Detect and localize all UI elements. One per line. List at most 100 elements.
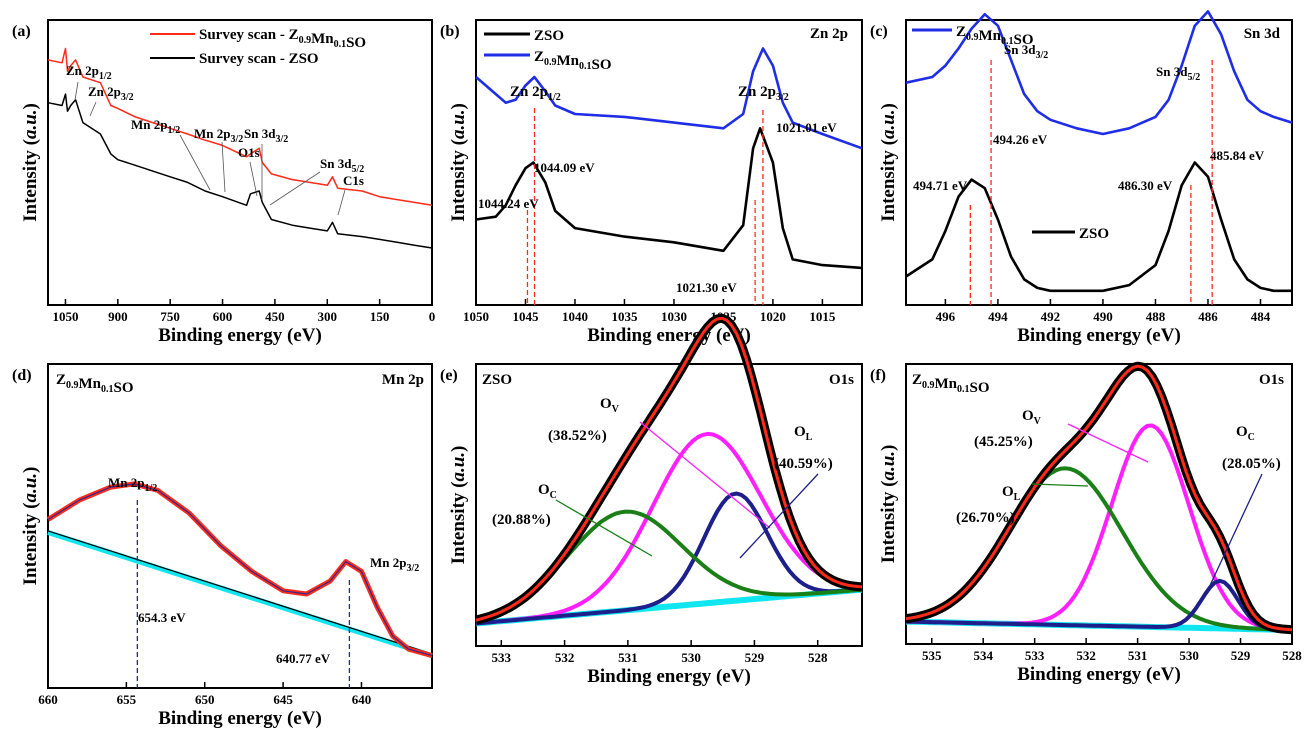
y-axis-label: Intensity (a.u.) xyxy=(448,446,469,565)
annotation-leader xyxy=(337,189,346,216)
x-tick-label: 600 xyxy=(213,309,233,324)
component-percentage: (40.59%) xyxy=(774,456,833,472)
x-tick-label: 900 xyxy=(108,309,128,324)
peak-label: Mn 2p3/2 xyxy=(370,555,419,574)
panel-label: (e) xyxy=(440,367,458,384)
plot-frame xyxy=(47,363,433,689)
component-percentage: (38.52%) xyxy=(548,428,607,444)
component-label: OV xyxy=(1022,408,1042,427)
energy-label: 1021.01 eV xyxy=(776,120,837,135)
energy-label: 1021.30 eV xyxy=(676,280,737,295)
component-label: OL xyxy=(1002,484,1021,503)
plot-frame xyxy=(475,19,863,306)
panel-label: (d) xyxy=(12,367,32,384)
legend-label: ZSO xyxy=(534,28,564,44)
component-percentage: (26.70%) xyxy=(956,510,1015,526)
peak-label: Zn 2p3/2 xyxy=(738,84,789,103)
component-arrow xyxy=(1205,473,1263,595)
component-label: OV xyxy=(600,396,620,415)
chart-panel-d: 660 655 650 645 640 Binding energy (eV) Intens… xyxy=(12,363,433,729)
legend-title: Z0.9Mn0.1SO xyxy=(912,372,990,396)
x-tick-label: 494 xyxy=(988,309,1008,324)
chart-panel-b: 1050 1045 1040 1035 1030 1025 1020 1015Binding … xyxy=(440,19,863,346)
panel-label: (b) xyxy=(440,23,460,40)
chart-panel-e: 533 532 531 530 529 528 Binding energy (eV) Int… xyxy=(440,313,863,687)
component-arrow xyxy=(639,421,771,529)
peak-annotation: Zn 2p3/2 xyxy=(88,84,134,103)
annotation-leader xyxy=(89,101,97,117)
x-axis-label: Binding energy (eV) xyxy=(158,325,322,346)
x-tick-label: 150 xyxy=(370,309,390,324)
component-line-ol xyxy=(905,578,1293,632)
x-tick-label: 531 xyxy=(1128,648,1148,663)
x-tick-label: 300 xyxy=(318,309,338,324)
x-tick-label: 1050 xyxy=(52,309,78,324)
energy-label: 1044.09 eV xyxy=(534,160,595,175)
panel-label: (a) xyxy=(12,23,31,40)
x-tick-label: 530 xyxy=(1179,648,1199,663)
chart-panel-f: 535 534 533 532 531 530 529 528 Binding energy (… xyxy=(870,361,1302,685)
x-tick-label: 1030 xyxy=(661,309,687,324)
annotation-leader xyxy=(179,134,211,191)
x-axis-label: Binding energy (eV) xyxy=(587,325,751,346)
x-tick-label: 534 xyxy=(973,648,993,663)
chart-panel-a: 1050 900 750 600 450 300 150 0 Binding energy (e… xyxy=(12,19,436,346)
series-line-z09mn01so xyxy=(475,47,863,150)
fit-envelope-line xyxy=(905,364,1293,632)
peak-label: Sn 3d5/2 xyxy=(1156,64,1200,83)
component-arrow xyxy=(1067,423,1149,463)
x-tick-label: 655 xyxy=(117,692,137,707)
plot-frame xyxy=(905,363,1293,645)
panel-label: (c) xyxy=(870,23,888,40)
annotation-leader xyxy=(269,171,321,206)
x-tick-label: 0 xyxy=(429,309,436,324)
annotation-leader xyxy=(221,141,226,193)
x-tick-label: 530 xyxy=(681,650,701,665)
x-tick-label: 532 xyxy=(1076,648,1096,663)
component-line-ol xyxy=(475,491,863,626)
plot-frame xyxy=(905,19,1293,306)
y-axis-label: Intensity (a.u.) xyxy=(878,103,899,222)
peak-annotation: Sn 3d5/2 xyxy=(320,156,364,175)
x-tick-label: 640 xyxy=(352,692,372,707)
x-tick-label: 750 xyxy=(160,309,180,324)
x-tick-label: 660 xyxy=(38,692,58,707)
energy-label: 494.26 eV xyxy=(993,132,1048,147)
x-tick-label: 490 xyxy=(1093,309,1113,324)
energy-label: 640.77 eV xyxy=(276,651,331,666)
component-arrow xyxy=(739,473,819,559)
x-tick-label: 529 xyxy=(745,650,765,665)
legend-label: Z0.9Mn0.1SO xyxy=(956,24,1034,48)
x-tick-label: 484 xyxy=(1251,309,1271,324)
x-axis-label: Binding energy (eV) xyxy=(1017,325,1181,346)
data-line xyxy=(47,483,433,657)
x-tick-label: 531 xyxy=(618,650,638,665)
legend-label: Z0.9Mn0.1SO xyxy=(534,49,612,73)
x-tick-label: 1035 xyxy=(611,309,638,324)
peak-annotation: C1s xyxy=(343,173,364,188)
component-label: OC xyxy=(538,482,557,501)
peak-annotation: Zn 2p1/2 xyxy=(66,63,112,82)
energy-label: 494.71 eV xyxy=(913,178,968,193)
chart-panel-c: 496 494 492 490 488 486 484 Binding energy (eV)… xyxy=(870,10,1293,346)
x-tick-label: 529 xyxy=(1231,648,1251,663)
panel-title: O1s xyxy=(1259,372,1284,388)
x-tick-label: 645 xyxy=(273,692,293,707)
annotation-leader xyxy=(249,161,258,197)
component-label: OC xyxy=(1236,424,1255,443)
y-axis-label: Intensity (a.u.) xyxy=(878,445,899,564)
x-tick-label: 488 xyxy=(1146,309,1166,324)
series-line-zso xyxy=(47,93,433,249)
y-axis-label: Intensity (a.u.) xyxy=(20,467,41,586)
x-tick-label: 1020 xyxy=(760,309,786,324)
energy-label: 654.3 eV xyxy=(138,610,186,625)
legend-title: Z0.9Mn0.1SO xyxy=(56,372,134,396)
series-line-z09mn01so xyxy=(905,10,1293,136)
series-line-zso xyxy=(905,161,1292,293)
x-axis-label: Binding energy (eV) xyxy=(158,708,322,729)
series-line-zso xyxy=(475,127,863,270)
peak-label: Mn 2p1/2 xyxy=(108,475,157,494)
x-tick-label: 528 xyxy=(808,650,828,665)
x-axis-label: Binding energy (eV) xyxy=(1017,664,1181,685)
